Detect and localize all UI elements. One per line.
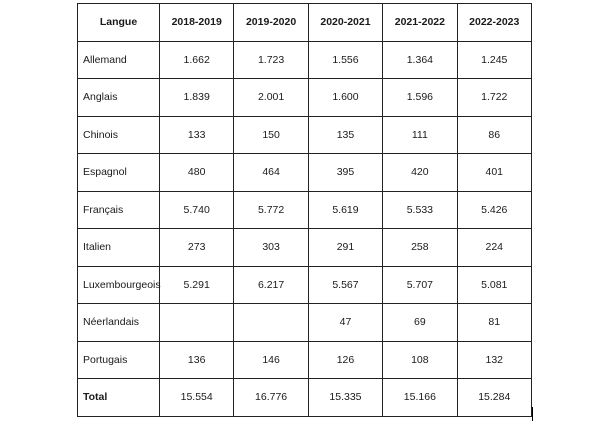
- row-label: Luxembourgeois: [77, 265, 161, 304]
- language-enrollment-table: Langue 2018-2019 2019-2020 2020-2021 202…: [77, 3, 532, 417]
- table-cell: 2.001: [233, 78, 309, 117]
- table-cell: 1.600: [307, 78, 384, 117]
- table-cell: [158, 303, 235, 342]
- table-cell: 1.245: [456, 40, 532, 79]
- table-cell: 1.723: [233, 40, 309, 79]
- table-row: Espagnol 480 464 395 420 401: [77, 153, 532, 192]
- total-label: Total: [77, 378, 160, 417]
- table-cell: 150: [233, 115, 309, 154]
- table-cell: 126: [307, 340, 384, 379]
- header-year: 2020-2021: [307, 3, 384, 42]
- table-cell: 464: [233, 153, 309, 192]
- table-cell: 135: [307, 115, 384, 154]
- table-row: Luxembourgeois 5.291 6.217 5.567 5.707 5…: [77, 265, 532, 304]
- table-row: Portugais 136 146 126 108 132: [77, 340, 532, 379]
- table-cell: 1.556: [307, 40, 384, 79]
- table-row: Italien 273 303 291 258 224: [77, 228, 532, 267]
- row-label: Italien: [77, 228, 160, 267]
- table-cell: 136: [158, 340, 235, 379]
- table-cell: 146: [233, 340, 309, 379]
- table-cell: 1.364: [382, 40, 458, 79]
- table-cell: 5.772: [233, 190, 309, 229]
- header-row: Langue 2018-2019 2019-2020 2020-2021 202…: [77, 3, 532, 42]
- table-cell: 401: [456, 153, 532, 192]
- table-cell: 5.533: [382, 190, 458, 229]
- table-cell: 47: [307, 303, 384, 342]
- table-row: Allemand 1.662 1.723 1.556 1.364 1.245: [77, 40, 532, 79]
- total-cell: 15.554: [158, 378, 235, 417]
- table-cell: 480: [158, 153, 235, 192]
- total-cell: 15.335: [307, 378, 384, 417]
- table-cell: 86: [456, 115, 532, 154]
- text-cursor: [532, 407, 533, 421]
- header-year: 2019-2020: [233, 3, 309, 42]
- table-cell: 1.722: [456, 78, 532, 117]
- table-cell: 1.662: [158, 40, 235, 79]
- row-label: Néerlandais: [77, 303, 160, 342]
- table-cell: 108: [382, 340, 458, 379]
- total-row: Total 15.554 16.776 15.335 15.166 15.284: [77, 378, 532, 417]
- table-cell: [233, 303, 309, 342]
- table-cell: 5.291: [158, 265, 235, 304]
- table-cell: 69: [382, 303, 458, 342]
- table-cell: 395: [307, 153, 384, 192]
- header-langue: Langue: [77, 3, 160, 42]
- table-row: Français 5.740 5.772 5.619 5.533 5.426: [77, 190, 532, 229]
- table-cell: 303: [233, 228, 309, 267]
- table-cell: 5.707: [382, 265, 458, 304]
- table-cell: 111: [382, 115, 458, 154]
- table-cell: 420: [382, 153, 458, 192]
- table-row: Néerlandais 47 69 81: [77, 303, 532, 342]
- total-cell: 15.166: [382, 378, 458, 417]
- row-label: Portugais: [77, 340, 160, 379]
- table-cell: 6.217: [233, 265, 309, 304]
- table-cell: 291: [307, 228, 384, 267]
- table-cell: 5.426: [456, 190, 532, 229]
- table-cell: 133: [158, 115, 235, 154]
- table-row: Anglais 1.839 2.001 1.600 1.596 1.722: [77, 78, 532, 117]
- header-year: 2018-2019: [158, 3, 235, 42]
- table-row: Chinois 133 150 135 111 86: [77, 115, 532, 154]
- row-label: Espagnol: [77, 153, 160, 192]
- total-cell: 15.284: [456, 378, 532, 417]
- table-cell: 132: [456, 340, 532, 379]
- table-cell: 258: [382, 228, 458, 267]
- row-label: Allemand: [77, 40, 160, 79]
- table-cell: 5.567: [307, 265, 384, 304]
- table-cell: 1.596: [382, 78, 458, 117]
- table-cell: 5.619: [307, 190, 384, 229]
- total-cell: 16.776: [233, 378, 309, 417]
- table-cell: 81: [456, 303, 532, 342]
- header-year: 2021-2022: [382, 3, 458, 42]
- table-cell: 273: [158, 228, 235, 267]
- table-cell: 5.740: [158, 190, 235, 229]
- table-cell: 224: [456, 228, 532, 267]
- header-year: 2022-2023: [456, 3, 532, 42]
- row-label: Français: [77, 190, 160, 229]
- table-cell: 1.839: [158, 78, 235, 117]
- row-label: Chinois: [77, 115, 160, 154]
- table-cell: 5.081: [456, 265, 532, 304]
- row-label: Anglais: [77, 78, 160, 117]
